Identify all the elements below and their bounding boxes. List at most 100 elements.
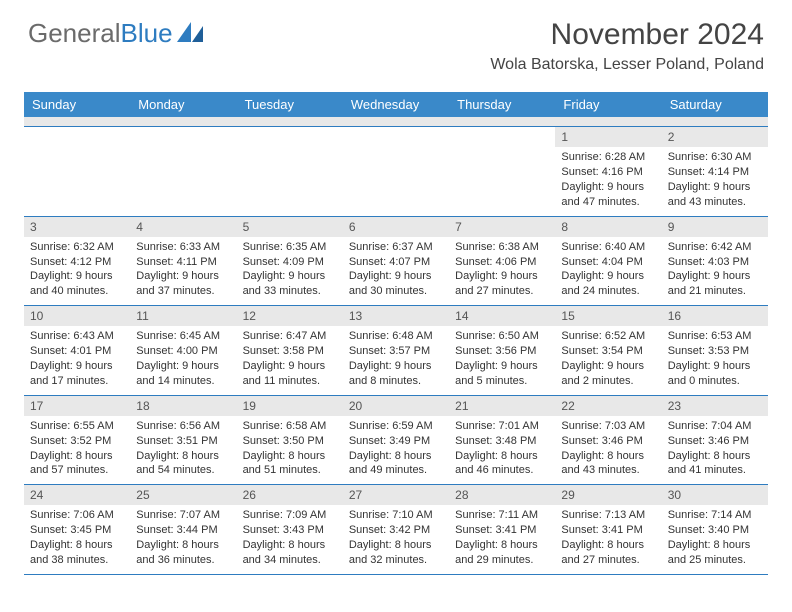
daylight-text: and 14 minutes. — [136, 374, 230, 389]
day-number: 26 — [237, 485, 343, 505]
month-title: November 2024 — [490, 18, 764, 52]
day-info: Sunrise: 6:33 AMSunset: 4:11 PMDaylight:… — [130, 237, 236, 305]
day-cell: 2Sunrise: 6:30 AMSunset: 4:14 PMDaylight… — [662, 127, 768, 216]
daylight-text: Daylight: 9 hours — [455, 269, 549, 284]
day-number: 30 — [662, 485, 768, 505]
weekday-monday: Monday — [130, 92, 236, 117]
sunset-text: Sunset: 4:04 PM — [561, 255, 655, 270]
daylight-text: Daylight: 9 hours — [561, 359, 655, 374]
daylight-text: Daylight: 8 hours — [349, 449, 443, 464]
day-info: Sunrise: 6:56 AMSunset: 3:51 PMDaylight:… — [130, 416, 236, 484]
day-info: Sunrise: 6:32 AMSunset: 4:12 PMDaylight:… — [24, 237, 130, 305]
sunset-text: Sunset: 4:09 PM — [243, 255, 337, 270]
daylight-text: and 34 minutes. — [243, 553, 337, 568]
day-number: 23 — [662, 396, 768, 416]
daylight-text: Daylight: 8 hours — [455, 449, 549, 464]
sunrise-text: Sunrise: 6:50 AM — [455, 329, 549, 344]
day-info: Sunrise: 6:28 AMSunset: 4:16 PMDaylight:… — [555, 147, 661, 215]
day-info: Sunrise: 6:53 AMSunset: 3:53 PMDaylight:… — [662, 326, 768, 394]
day-info: Sunrise: 6:40 AMSunset: 4:04 PMDaylight:… — [555, 237, 661, 305]
daylight-text: and 43 minutes. — [668, 195, 762, 210]
day-info: Sunrise: 7:04 AMSunset: 3:46 PMDaylight:… — [662, 416, 768, 484]
day-info: Sunrise: 6:35 AMSunset: 4:09 PMDaylight:… — [237, 237, 343, 305]
daylight-text: Daylight: 8 hours — [561, 538, 655, 553]
sunrise-text: Sunrise: 6:38 AM — [455, 240, 549, 255]
sunset-text: Sunset: 4:00 PM — [136, 344, 230, 359]
day-cell: 11Sunrise: 6:45 AMSunset: 4:00 PMDayligh… — [130, 306, 236, 395]
sunset-text: Sunset: 4:03 PM — [668, 255, 762, 270]
sunset-text: Sunset: 3:58 PM — [243, 344, 337, 359]
sunset-text: Sunset: 3:43 PM — [243, 523, 337, 538]
daylight-text: Daylight: 9 hours — [30, 359, 124, 374]
day-cell: 10Sunrise: 6:43 AMSunset: 4:01 PMDayligh… — [24, 306, 130, 395]
sunrise-text: Sunrise: 7:07 AM — [136, 508, 230, 523]
daylight-text: Daylight: 8 hours — [30, 538, 124, 553]
day-number: 1 — [555, 127, 661, 147]
sunrise-text: Sunrise: 7:10 AM — [349, 508, 443, 523]
day-number: 4 — [130, 217, 236, 237]
day-number: 8 — [555, 217, 661, 237]
day-info: Sunrise: 6:38 AMSunset: 4:06 PMDaylight:… — [449, 237, 555, 305]
daylight-text: and 27 minutes. — [561, 553, 655, 568]
day-info: Sunrise: 7:06 AMSunset: 3:45 PMDaylight:… — [24, 505, 130, 573]
daylight-text: Daylight: 9 hours — [668, 359, 762, 374]
daylight-text: and 41 minutes. — [668, 463, 762, 478]
daylight-text: and 29 minutes. — [455, 553, 549, 568]
sunset-text: Sunset: 3:41 PM — [561, 523, 655, 538]
daylight-text: and 0 minutes. — [668, 374, 762, 389]
daylight-text: Daylight: 9 hours — [349, 359, 443, 374]
day-info: Sunrise: 6:45 AMSunset: 4:00 PMDaylight:… — [130, 326, 236, 394]
day-info: Sunrise: 6:59 AMSunset: 3:49 PMDaylight:… — [343, 416, 449, 484]
day-cell: 25Sunrise: 7:07 AMSunset: 3:44 PMDayligh… — [130, 485, 236, 574]
day-number: 14 — [449, 306, 555, 326]
daylight-text: Daylight: 8 hours — [668, 449, 762, 464]
sunrise-text: Sunrise: 7:11 AM — [455, 508, 549, 523]
weekday-friday: Friday — [555, 92, 661, 117]
day-cell: 9Sunrise: 6:42 AMSunset: 4:03 PMDaylight… — [662, 217, 768, 306]
sunset-text: Sunset: 4:11 PM — [136, 255, 230, 270]
sunset-text: Sunset: 3:54 PM — [561, 344, 655, 359]
sunrise-text: Sunrise: 7:04 AM — [668, 419, 762, 434]
day-info: Sunrise: 6:43 AMSunset: 4:01 PMDaylight:… — [24, 326, 130, 394]
day-info: Sunrise: 7:03 AMSunset: 3:46 PMDaylight:… — [555, 416, 661, 484]
day-cell: 26Sunrise: 7:09 AMSunset: 3:43 PMDayligh… — [237, 485, 343, 574]
daylight-text: Daylight: 9 hours — [561, 180, 655, 195]
daylight-text: and 21 minutes. — [668, 284, 762, 299]
sunset-text: Sunset: 4:06 PM — [455, 255, 549, 270]
daylight-text: and 38 minutes. — [30, 553, 124, 568]
day-info: Sunrise: 6:55 AMSunset: 3:52 PMDaylight:… — [24, 416, 130, 484]
sunrise-text: Sunrise: 6:47 AM — [243, 329, 337, 344]
day-info: Sunrise: 7:11 AMSunset: 3:41 PMDaylight:… — [449, 505, 555, 573]
empty-cell — [343, 127, 449, 216]
sunrise-text: Sunrise: 6:40 AM — [561, 240, 655, 255]
brand-part2: Blue — [121, 18, 173, 49]
day-cell: 4Sunrise: 6:33 AMSunset: 4:11 PMDaylight… — [130, 217, 236, 306]
sunset-text: Sunset: 3:56 PM — [455, 344, 549, 359]
day-number: 9 — [662, 217, 768, 237]
sunset-text: Sunset: 3:48 PM — [455, 434, 549, 449]
weekday-header: SundayMondayTuesdayWednesdayThursdayFrid… — [24, 92, 768, 117]
daylight-text: and 27 minutes. — [455, 284, 549, 299]
day-number: 28 — [449, 485, 555, 505]
day-number: 7 — [449, 217, 555, 237]
day-number: 11 — [130, 306, 236, 326]
day-number: 29 — [555, 485, 661, 505]
day-number: 16 — [662, 306, 768, 326]
sunset-text: Sunset: 3:49 PM — [349, 434, 443, 449]
weekday-sunday: Sunday — [24, 92, 130, 117]
day-cell: 28Sunrise: 7:11 AMSunset: 3:41 PMDayligh… — [449, 485, 555, 574]
daylight-text: and 5 minutes. — [455, 374, 549, 389]
sunset-text: Sunset: 3:40 PM — [668, 523, 762, 538]
daylight-text: and 46 minutes. — [455, 463, 549, 478]
daylight-text: and 37 minutes. — [136, 284, 230, 299]
sunrise-text: Sunrise: 6:42 AM — [668, 240, 762, 255]
daylight-text: and 49 minutes. — [349, 463, 443, 478]
daylight-text: Daylight: 9 hours — [243, 269, 337, 284]
week-row: 3Sunrise: 6:32 AMSunset: 4:12 PMDaylight… — [24, 217, 768, 307]
daylight-text: Daylight: 9 hours — [30, 269, 124, 284]
day-info: Sunrise: 7:09 AMSunset: 3:43 PMDaylight:… — [237, 505, 343, 573]
daylight-text: Daylight: 9 hours — [349, 269, 443, 284]
day-cell: 21Sunrise: 7:01 AMSunset: 3:48 PMDayligh… — [449, 396, 555, 485]
daylight-text: Daylight: 8 hours — [30, 449, 124, 464]
sunset-text: Sunset: 3:52 PM — [30, 434, 124, 449]
